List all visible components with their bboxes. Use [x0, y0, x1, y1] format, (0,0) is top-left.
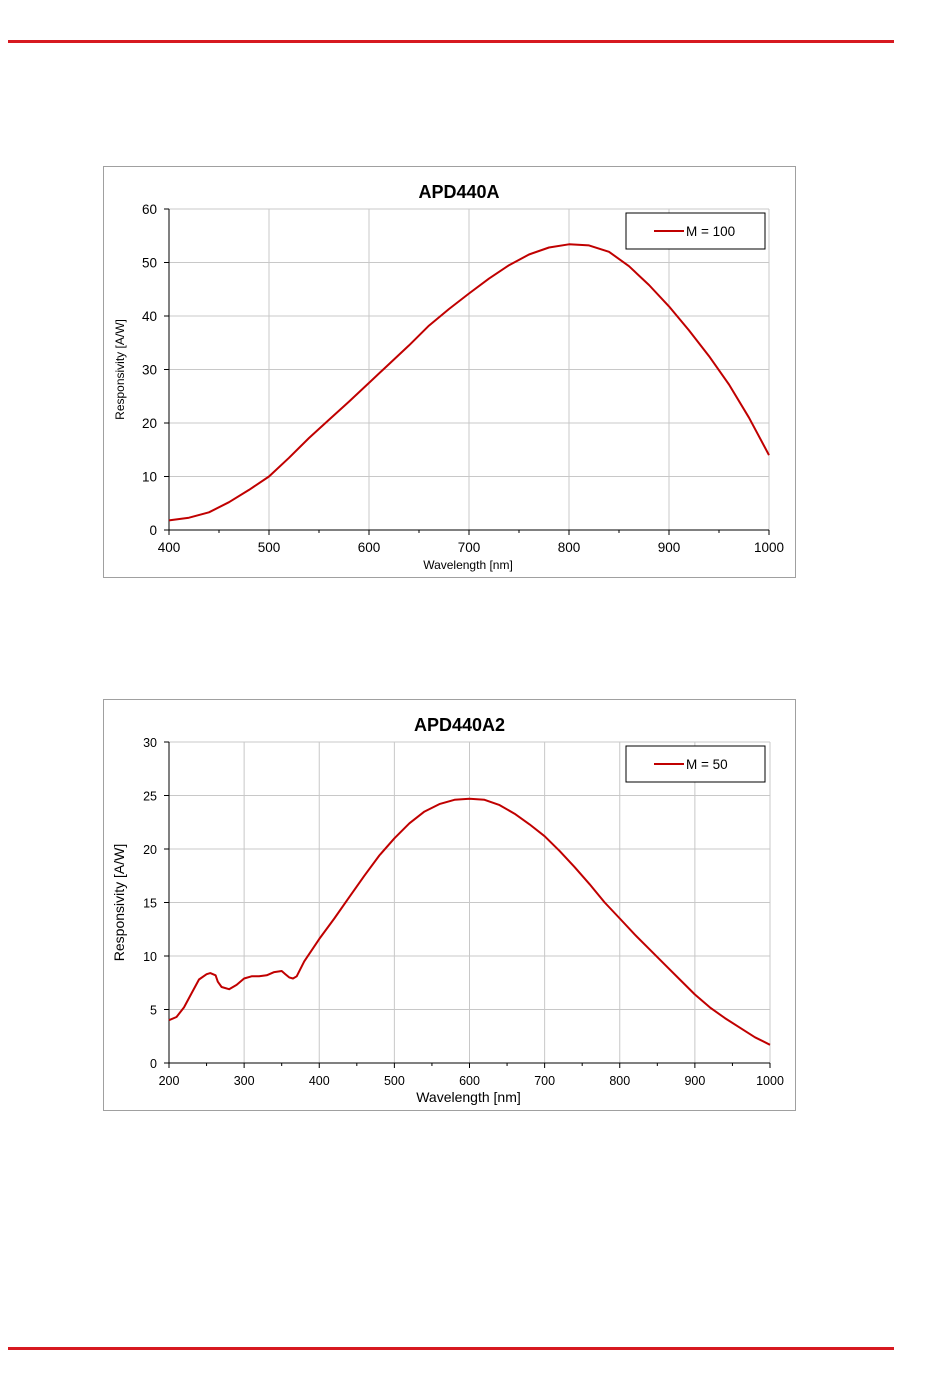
x-tick-label: 300 — [234, 1074, 255, 1088]
legend-box — [625, 212, 766, 250]
x-axis-label: Wavelength [nm] — [423, 558, 513, 572]
x-tick-label: 700 — [458, 540, 481, 555]
y-tick-label: 25 — [143, 790, 157, 804]
series-line-1 — [168, 797, 771, 1046]
x-tick-label: 200 — [159, 1074, 180, 1088]
y-tick-label: 40 — [142, 309, 157, 324]
x-tick-label: 600 — [459, 1074, 480, 1088]
x-tick-label: 900 — [658, 540, 681, 555]
x-tick-label: 400 — [158, 540, 181, 555]
header-rule — [8, 40, 894, 43]
y-tick-label: 30 — [142, 363, 157, 378]
chart-apd440a: APD440A 400 500 600 700 800 900 1000 0 10 20 30 40 50… — [103, 166, 796, 578]
y-tick-label: 5 — [150, 1004, 157, 1018]
x-tick-label: 600 — [358, 540, 381, 555]
y-tick-label: 0 — [150, 1057, 157, 1071]
y-axis-label: Responsivity [A/W] — [113, 319, 127, 420]
y-tick-label: 50 — [142, 256, 157, 271]
y-axis-label: Responsivity [A/W] — [111, 844, 127, 961]
x-tick-label: 900 — [684, 1074, 705, 1088]
x-tick-label: 500 — [384, 1074, 405, 1088]
y-tick-label: 20 — [142, 416, 157, 431]
y-tick-label: 10 — [142, 470, 157, 485]
chart-apd440a2: APD440A2 200 300 400 500 600 700 800 900 1000 0 5 10… — [103, 699, 796, 1111]
y-tick-label: 60 — [142, 202, 157, 217]
legend-box — [625, 745, 766, 783]
chart-apd440a-plot: APD440A 400 500 600 700 800 900 1000 0 10 20 30 40 50… — [113, 182, 784, 572]
chart-title: APD440A2 — [414, 715, 505, 735]
x-tick-label: 1000 — [754, 540, 784, 555]
x-tick-label: 800 — [609, 1074, 630, 1088]
series-line-1 — [168, 243, 770, 522]
footer-rule — [8, 1347, 894, 1350]
x-tick-label: 1000 — [756, 1074, 784, 1088]
x-tick-label: 700 — [534, 1074, 555, 1088]
chart-apd440a2-plot: APD440A2 200 300 400 500 600 700 800 900 1000 0 5 10… — [111, 715, 784, 1105]
x-tick-label: 500 — [258, 540, 281, 555]
legend-label: M = 100 — [686, 224, 735, 239]
x-tick-label: 400 — [309, 1074, 330, 1088]
y-tick-label: 0 — [149, 523, 157, 538]
y-tick-label: 10 — [143, 950, 157, 964]
x-tick-label: 800 — [558, 540, 581, 555]
y-tick-label: 30 — [143, 736, 157, 750]
y-tick-label: 15 — [143, 897, 157, 911]
y-tick-label: 20 — [143, 843, 157, 857]
x-axis-label: Wavelength [nm] — [416, 1089, 521, 1105]
legend-label: M = 50 — [686, 757, 728, 772]
chart-title: APD440A — [418, 182, 499, 202]
